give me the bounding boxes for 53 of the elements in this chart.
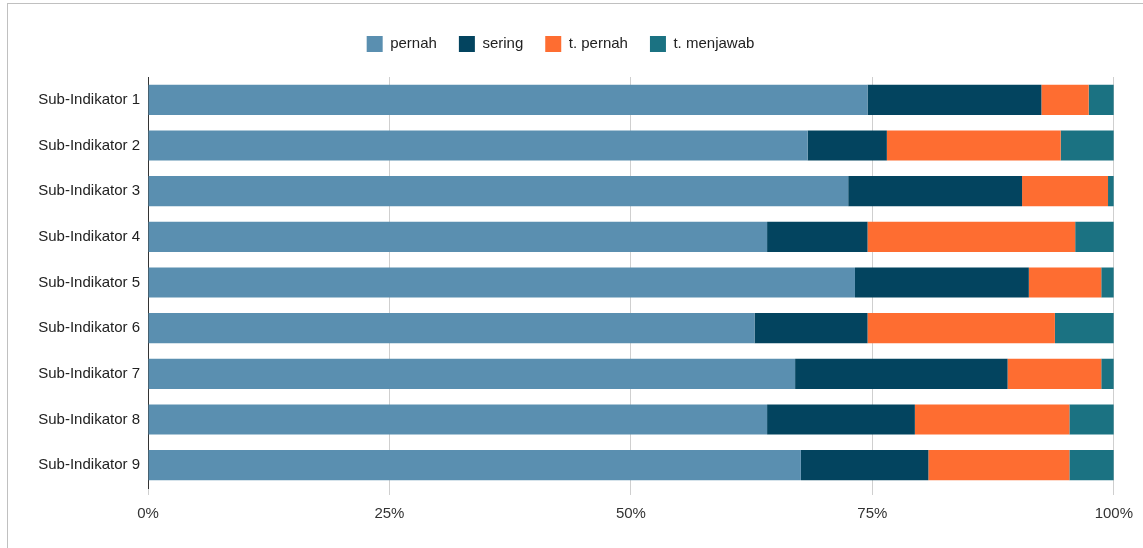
bar: [1069, 450, 1114, 481]
bar: [800, 450, 929, 481]
bar: [1007, 358, 1102, 389]
bar: [1101, 358, 1114, 389]
bar: [1022, 176, 1109, 207]
bar: [1028, 267, 1102, 298]
y-tick-label: Sub-Indikator 7: [38, 363, 140, 381]
y-tick-label: Sub-Indikator 5: [38, 272, 140, 290]
y-tick-label: Sub-Indikator 3: [38, 181, 140, 199]
bar: [148, 313, 755, 344]
bar: [148, 221, 768, 252]
y-tick-label: Sub-Indikator 8: [38, 409, 140, 427]
bar: [148, 404, 768, 435]
bar: [928, 450, 1070, 481]
legend-label: pernah: [390, 34, 437, 52]
bar: [148, 267, 855, 298]
bar: [867, 221, 1076, 252]
x-tick-label: 100%: [1094, 504, 1134, 522]
bar: [754, 313, 868, 344]
bar: [1075, 221, 1114, 252]
bar: [148, 176, 849, 207]
bar: [848, 176, 1023, 207]
bar: [867, 313, 1055, 344]
x-tick-label: 50%: [615, 504, 646, 522]
bar: [148, 84, 868, 115]
bar: [867, 84, 1042, 115]
bar: [767, 221, 868, 252]
legend-label: t. menjawab: [673, 34, 755, 52]
y-tick-label: Sub-Indikator 1: [38, 89, 140, 107]
bar: [854, 267, 1029, 298]
x-tick-label: 75%: [857, 504, 888, 522]
legend-label: t. pernah: [568, 34, 628, 52]
bar: [148, 450, 801, 481]
bar: [1088, 84, 1114, 115]
bar: [1054, 313, 1114, 344]
bar: [148, 130, 808, 161]
bar: [914, 404, 1070, 435]
bar: [795, 358, 1008, 389]
y-tick-label: Sub-Indikator 2: [38, 135, 140, 153]
bar: [1101, 267, 1114, 298]
y-tick-label: Sub-Indikator 9: [38, 455, 140, 473]
x-tick-label: 0%: [137, 504, 159, 522]
bar: [886, 130, 1061, 161]
x-tick-label: 25%: [374, 504, 405, 522]
bar: [148, 358, 796, 389]
legend-label: sering: [482, 34, 524, 52]
bar: [767, 404, 915, 435]
bar: [1041, 84, 1089, 115]
y-tick-label: Sub-Indikator 4: [38, 226, 140, 244]
bar: [1060, 130, 1114, 161]
bar: [1069, 404, 1114, 435]
bar: [807, 130, 887, 161]
y-tick-label: Sub-Indikator 6: [38, 318, 140, 336]
